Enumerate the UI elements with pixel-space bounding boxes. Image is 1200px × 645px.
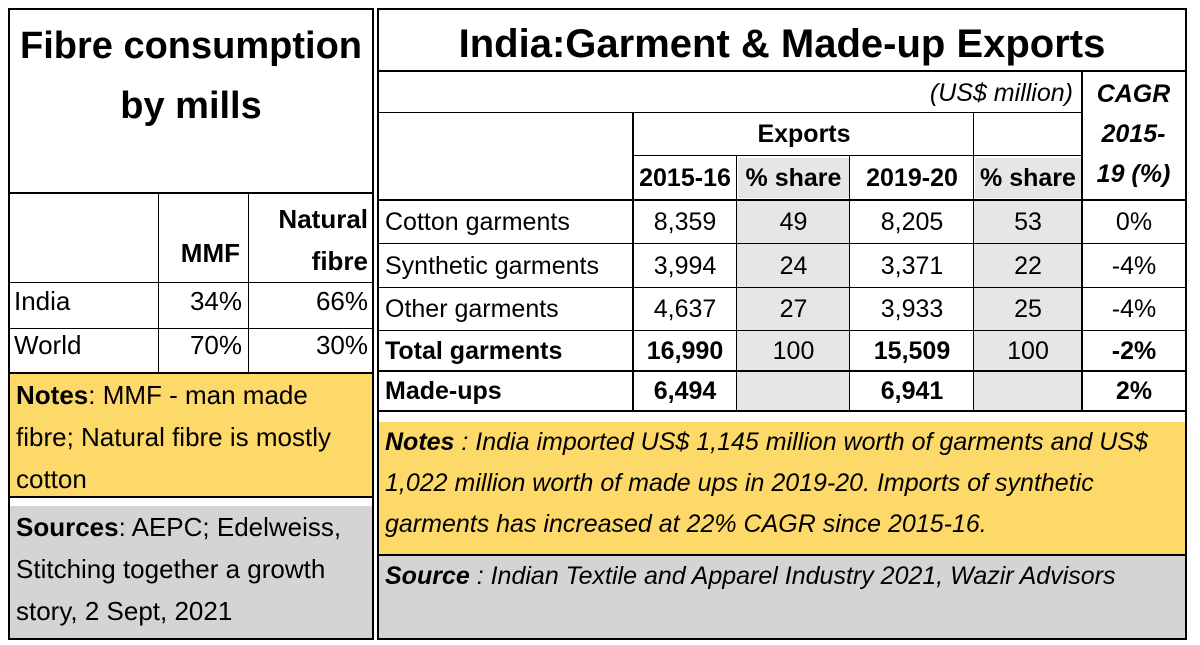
row-label-made-ups: Made-ups [385, 377, 502, 405]
row-label-total: Total garments [385, 337, 563, 365]
cotton-share-2015: 49 [779, 208, 808, 236]
cotton-2019: 8,205 [880, 208, 944, 236]
india-natural: 66% [315, 286, 368, 316]
world-mmf: 70% [189, 330, 242, 360]
world-natural: 30% [315, 330, 368, 360]
col-header-natural-fibre: Natural fibre [278, 204, 368, 276]
right-source: Source : Indian Textile and Apparel Indu… [379, 556, 1185, 638]
other-share-2015: 27 [779, 295, 808, 323]
made-ups-cagr: 2% [1115, 377, 1153, 405]
other-cagr: -4% [1111, 295, 1157, 323]
header-share-2015: % share [738, 158, 849, 198]
made-ups-2019: 6,941 [880, 377, 944, 405]
total-2019: 15,509 [873, 337, 951, 365]
cagr-header: CAGR 2015- 19 (%) [1096, 80, 1171, 188]
right-title: India:Garment & Made-up Exports [458, 22, 1106, 66]
left-notes: Notes: MMF - man made fibre; Natural fib… [10, 374, 372, 496]
header-share-2019: % share [975, 158, 1081, 198]
synthetic-2015: 3,994 [653, 252, 717, 280]
header-2015-16: 2015-16 [639, 164, 731, 192]
made-ups-2015: 6,494 [653, 377, 717, 405]
other-share-2019: 25 [1014, 295, 1042, 323]
synthetic-cagr: -4% [1111, 252, 1157, 280]
total-2015: 16,990 [646, 337, 724, 365]
total-share-2019: 100 [1007, 337, 1049, 365]
header-2019-20: 2019-20 [866, 164, 958, 192]
left-title: Fibre consumption by mills [20, 25, 362, 127]
india-mmf: 34% [189, 286, 242, 316]
cotton-2015: 8,359 [653, 208, 717, 236]
other-2015: 4,637 [653, 295, 717, 323]
right-notes: Notes : India imported US$ 1,145 million… [379, 422, 1185, 554]
synthetic-share-2015: 24 [779, 252, 808, 280]
row-label-world: World [14, 330, 82, 360]
total-share-2015: 100 [772, 337, 815, 365]
row-label-other: Other garments [385, 295, 559, 323]
cotton-cagr: 0% [1115, 208, 1153, 236]
total-cagr: -2% [1111, 337, 1157, 365]
synthetic-share-2019: 22 [1014, 252, 1042, 280]
fibre-consumption-table: Fibre consumption by mills MMF Natural f… [8, 8, 374, 640]
exports-header: Exports [757, 120, 851, 148]
row-label-synthetic: Synthetic garments [385, 252, 599, 280]
row-label-india: India [14, 286, 71, 316]
other-2019: 3,933 [880, 295, 944, 323]
synthetic-2019: 3,371 [880, 252, 944, 280]
left-sources: Sources: AEPC; Edelweiss, Stitching toge… [10, 506, 372, 638]
row-label-cotton: Cotton garments [385, 208, 570, 236]
cotton-share-2019: 53 [1014, 208, 1042, 236]
garment-exports-table: India:Garment & Made-up Exports (US$ mil… [377, 8, 1187, 640]
unit-label: (US$ million) [929, 79, 1073, 107]
col-header-mmf: MMF [180, 238, 240, 268]
